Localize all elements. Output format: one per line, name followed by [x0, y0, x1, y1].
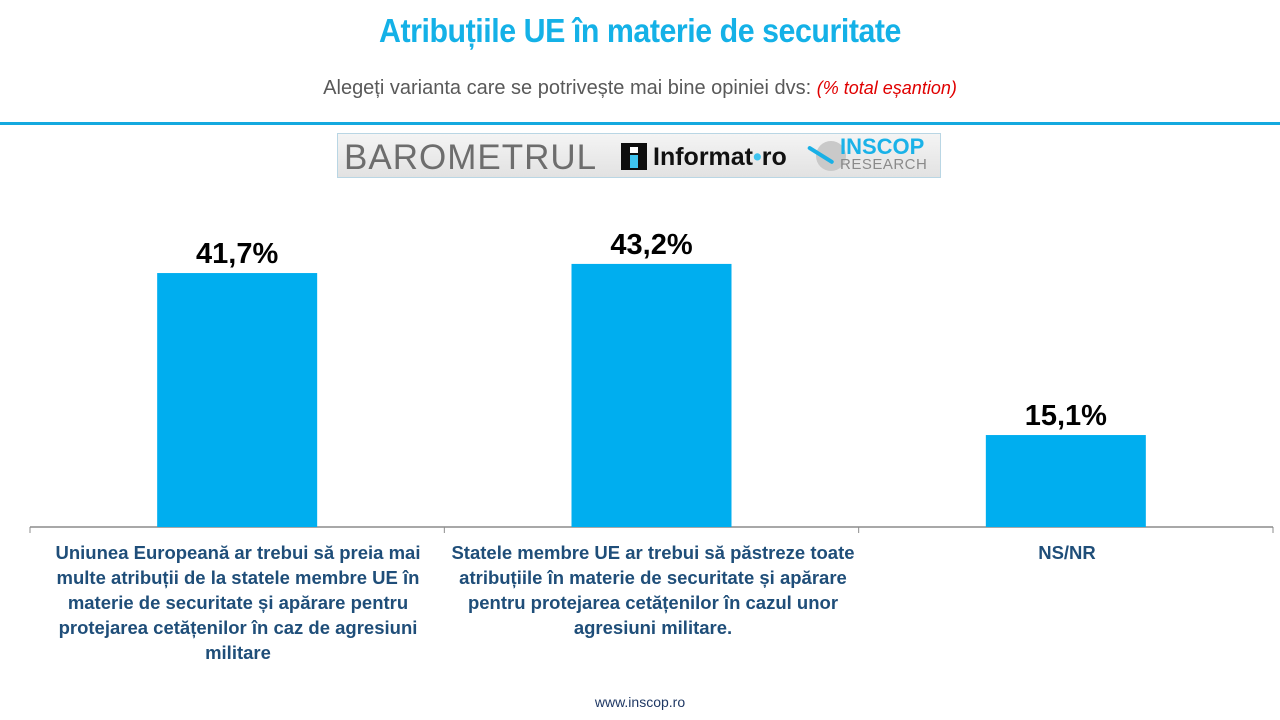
- informat-ro: ro: [761, 143, 787, 171]
- informat-dot: •: [753, 143, 762, 171]
- page-subtitle: Alegeți varianta care se potrivește mai …: [0, 77, 1280, 100]
- informat-logo-icon-stem: [630, 155, 638, 168]
- header-divider: [0, 122, 1280, 125]
- bar-1: [571, 263, 732, 527]
- data-labels: 41,7% 43,2% 15,1%: [196, 229, 1107, 432]
- subtitle-text: Alegeți varianta care se potrivește mai …: [323, 77, 812, 99]
- data-label-1: 43,2%: [610, 229, 692, 261]
- informat-name: Informat: [653, 143, 753, 171]
- category-label-eu-more-powers: Uniunea Europeană ar trebui să preia mai…: [55, 542, 421, 663]
- informat-logo-icon-dot: [630, 147, 638, 153]
- page-title: Atribuțiile UE în materie de securitate: [379, 12, 901, 49]
- data-label-2: 15,1%: [1025, 400, 1107, 432]
- footer-url: www.inscop.ro: [594, 694, 686, 710]
- bars: [157, 263, 1146, 527]
- inscop-logo-text: INSCOP: [840, 134, 925, 159]
- subtitle-note: (% total eșantion): [816, 78, 957, 98]
- logo-banner: BAROMETRUL Informat•ro INSCOP RESEARCH: [337, 133, 941, 178]
- x-axis: [29, 526, 1274, 533]
- category-label-member-states-keep: Statele membre UE ar trebui să păstreze …: [451, 542, 855, 638]
- bar-2: [985, 435, 1146, 527]
- informat-logo-icon: [621, 143, 647, 170]
- barometrul-logo-text: BAROMETRUL: [344, 138, 598, 177]
- category-label-ns-nr: NS/NR: [1038, 542, 1096, 563]
- informat-logo-text: Informat•ro: [653, 143, 787, 172]
- bar-0: [157, 273, 318, 527]
- research-logo-text: RESEARCH: [840, 156, 928, 173]
- data-label-0: 41,7%: [196, 238, 278, 270]
